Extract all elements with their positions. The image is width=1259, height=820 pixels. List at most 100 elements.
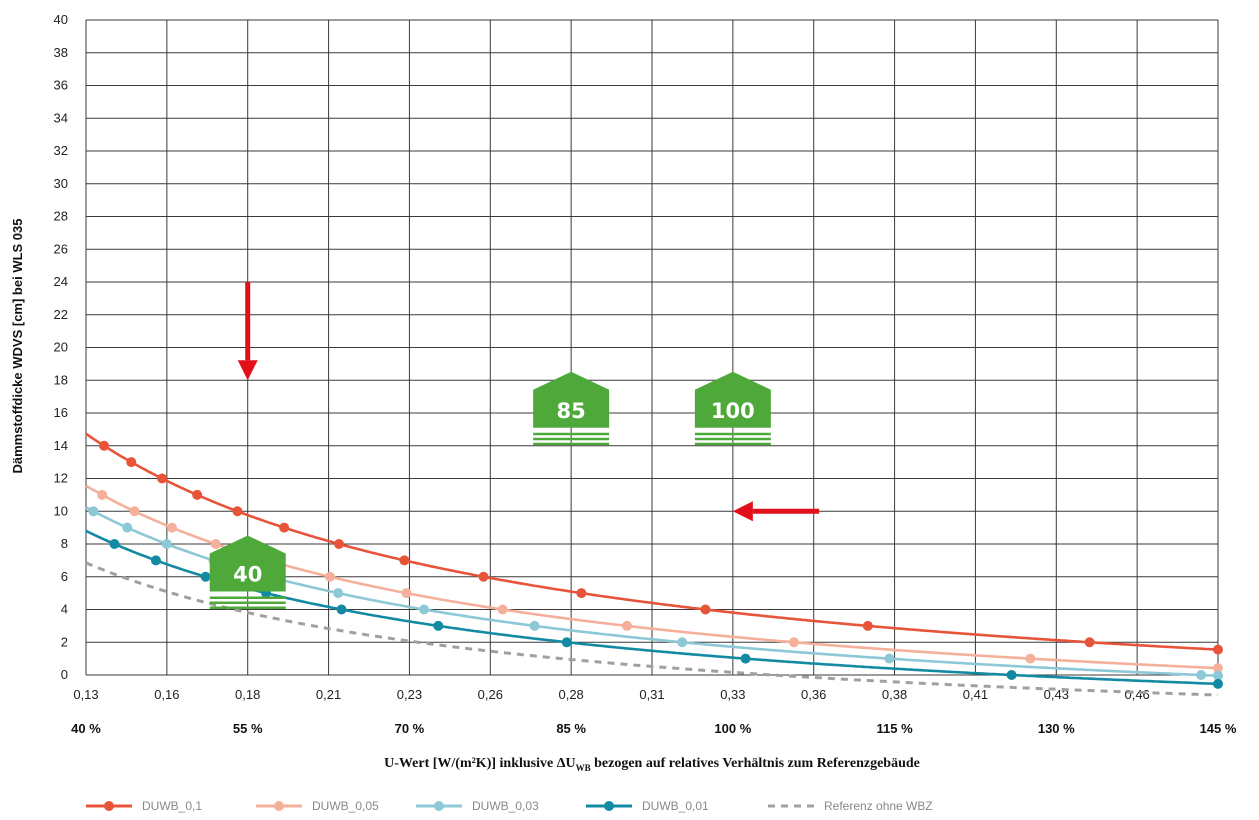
y-tick-label: 4 (61, 602, 68, 617)
y-tick-label: 6 (61, 569, 68, 584)
legend: DUWB_0,1 DUWB_0,05 DUWB_0,03 DUWB_0,01 Refer… (86, 799, 933, 813)
y-tick-label: 30 (54, 176, 68, 191)
data-point (884, 653, 895, 664)
data-point (336, 604, 347, 615)
y-tick-label: 24 (54, 274, 68, 289)
badge-stripe (533, 432, 610, 436)
data-point (324, 571, 335, 582)
data-point (401, 588, 412, 599)
data-point (1006, 670, 1017, 680)
series-line (85, 432, 1219, 651)
legend-swatch-marker (104, 801, 114, 811)
data-point (497, 604, 508, 615)
data-point (561, 637, 572, 648)
y-tick-label: 18 (54, 372, 68, 387)
legend-label: DUWB_0,03 (472, 799, 539, 813)
data-point (97, 489, 108, 500)
series-line (85, 529, 1219, 686)
data-point (157, 473, 168, 484)
data-point (621, 620, 632, 631)
grid (85, 19, 1219, 676)
badge-house-shape (533, 371, 610, 428)
legend-label: DUWB_0,05 (312, 799, 379, 813)
y-tick-label: 32 (54, 143, 68, 158)
data-point (200, 571, 211, 582)
y-tick-label: 34 (54, 110, 68, 125)
data-point (419, 604, 430, 615)
efficiency-badge-85: 85 (533, 371, 610, 446)
legend-swatch-marker (274, 801, 284, 811)
badge-stripe (694, 442, 771, 446)
series-2 (85, 506, 1223, 681)
x-tick-label: 0,13 (73, 687, 98, 702)
y-tick-label: 40 (54, 12, 68, 27)
badge-label: 85 (557, 399, 586, 423)
data-point (210, 539, 221, 549)
data-point (529, 620, 540, 631)
data-point (740, 653, 751, 664)
y-tick-label: 10 (54, 503, 68, 518)
data-point (129, 506, 140, 517)
data-point (161, 539, 172, 549)
series-3 (85, 529, 1223, 689)
data-point (166, 522, 177, 533)
y-tick-label: 2 (61, 634, 68, 649)
data-point (788, 637, 799, 648)
badge-stripe (533, 437, 610, 441)
y-tick-label: 20 (54, 340, 68, 355)
data-point (192, 489, 203, 500)
data-point (700, 604, 711, 615)
data-point (1213, 644, 1223, 655)
x-axis-title: U-Wert [W/(m²K)] inklusive ΔUWB bezogen … (384, 756, 920, 773)
data-point (122, 522, 133, 533)
arrow-head (732, 501, 753, 522)
data-point (232, 506, 243, 517)
legend-swatch-marker (604, 801, 614, 811)
data-point (677, 637, 688, 648)
percent-tick-label: 40 % (71, 721, 101, 736)
legend-label: DUWB_0,01 (642, 799, 709, 813)
data-point (478, 571, 489, 582)
data-point (1213, 670, 1223, 681)
percent-tick-label: 115 % (876, 721, 913, 736)
legend-label: Referenz ohne WBZ (824, 799, 933, 813)
legend-item-2: DUWB_0,03 (416, 799, 539, 813)
red-arrow-0 (237, 282, 258, 381)
data-point (334, 539, 345, 549)
y-tick-label: 38 (54, 45, 68, 60)
badge-label: 100 (711, 399, 755, 423)
x-tick-label: 0,38 (882, 687, 907, 702)
data-point (126, 457, 137, 468)
x-tick-label: 0,16 (154, 687, 179, 702)
badge-stripe (209, 601, 286, 604)
annotations: 40 85 100 (209, 282, 820, 609)
data-point (150, 555, 161, 566)
percent-tick-label: 70 % (395, 721, 425, 736)
data-point (279, 522, 290, 533)
x-tick-label: 0,36 (801, 687, 826, 702)
x-tick-label: 0,21 (316, 687, 341, 702)
y-tick-label: 16 (54, 405, 68, 420)
legend-swatch-marker (434, 801, 444, 811)
data-point (99, 440, 110, 451)
data-point (1213, 678, 1223, 689)
y-tick-label: 22 (54, 307, 68, 322)
data-point (1196, 670, 1207, 680)
x-tick-label: 0,31 (639, 687, 664, 702)
badge-stripe (533, 442, 610, 446)
badge-house-shape (209, 535, 286, 592)
x-axis-title-delta: ΔU (557, 756, 576, 771)
x-tick-label: 0,41 (963, 687, 988, 702)
efficiency-badge-100: 100 (694, 371, 771, 446)
x-axis-title-main: U-Wert [W/(m²K)] inklusive (384, 756, 557, 771)
percent-tick-label: 85 % (556, 721, 586, 736)
x-tick-label: 0,26 (478, 687, 503, 702)
badge-house-shape (694, 371, 771, 428)
red-arrow-1 (732, 501, 820, 522)
badge-stripe (694, 437, 771, 441)
series-line (85, 561, 1218, 697)
x-axis-title-sub: WB (576, 763, 591, 773)
badge-stripe (209, 606, 286, 609)
